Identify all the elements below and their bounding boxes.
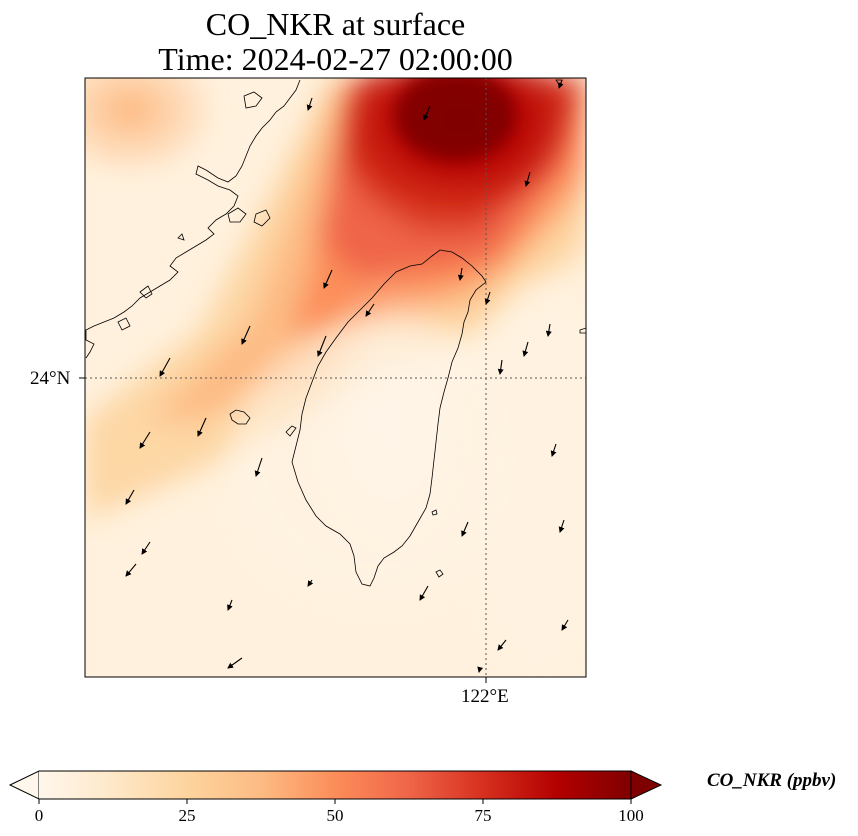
wind-arrow bbox=[423, 105, 431, 121]
wind-arrow bbox=[317, 335, 327, 357]
wind-arrow bbox=[365, 303, 375, 317]
wind-arrow bbox=[497, 639, 507, 651]
island-small-2 bbox=[431, 509, 438, 516]
wind-arrow bbox=[522, 341, 529, 357]
wind-arrow bbox=[484, 291, 491, 305]
china-coastline bbox=[85, 79, 301, 359]
wind-arrow bbox=[557, 79, 564, 89]
wind-arrow bbox=[125, 563, 137, 577]
wind-arrow bbox=[307, 579, 314, 587]
map-title: CO_NKR at surface bbox=[205, 6, 466, 42]
island-small-4 bbox=[579, 327, 586, 334]
wind-arrow bbox=[461, 521, 469, 537]
wind-arrow bbox=[141, 541, 151, 555]
map-panel bbox=[79, 77, 587, 683]
wind-arrow bbox=[241, 325, 251, 345]
gridlines bbox=[85, 78, 586, 677]
wind-arrow bbox=[561, 619, 569, 631]
coastlines bbox=[85, 79, 586, 587]
lon-tick-label: 122°E bbox=[461, 686, 509, 707]
wind-arrow bbox=[159, 357, 171, 377]
island-penghu bbox=[229, 409, 251, 425]
wind-arrow bbox=[477, 666, 484, 673]
wind-arrow bbox=[323, 269, 333, 289]
concentration-field bbox=[85, 78, 586, 677]
colorbar-label: CO_NKR (ppbv) bbox=[707, 770, 837, 791]
wind-arrow bbox=[227, 657, 243, 669]
island-small-3 bbox=[435, 569, 444, 578]
colorbar-tick-75: 75 bbox=[474, 806, 492, 825]
colorbar-tick-25: 25 bbox=[178, 806, 196, 825]
lat-tick-label: 24°N bbox=[30, 368, 71, 389]
wind-arrow bbox=[254, 457, 263, 477]
colorbar-tick-100: 100 bbox=[618, 806, 644, 825]
colorbar bbox=[8, 770, 663, 804]
wind-arrow bbox=[306, 97, 313, 111]
wind-arrow bbox=[497, 359, 504, 375]
wind-arrow bbox=[558, 519, 565, 533]
island-small-1 bbox=[285, 425, 297, 437]
taiwan-coastline bbox=[291, 249, 487, 587]
colorbar-tick-marks bbox=[38, 799, 632, 804]
wind-arrow bbox=[419, 585, 429, 601]
wind-arrow bbox=[550, 443, 557, 457]
wind-arrow bbox=[139, 431, 151, 449]
colorbar-extend-max bbox=[630, 770, 663, 800]
wind-arrow bbox=[197, 417, 207, 437]
wind-vectors bbox=[125, 79, 569, 673]
map-subtitle-time: Time: 2024-02-27 02:00:00 bbox=[158, 41, 513, 77]
wind-arrow bbox=[227, 599, 233, 611]
wind-arrow bbox=[545, 323, 552, 337]
colorbar-tick-50: 50 bbox=[326, 806, 344, 825]
wind-arrow bbox=[125, 489, 135, 505]
colorbar-tick-0: 0 bbox=[34, 806, 44, 825]
colorbar-gradient bbox=[39, 771, 631, 799]
colorbar-extend-min bbox=[8, 770, 40, 800]
wind-arrow bbox=[524, 171, 531, 187]
wind-arrow bbox=[457, 267, 464, 281]
